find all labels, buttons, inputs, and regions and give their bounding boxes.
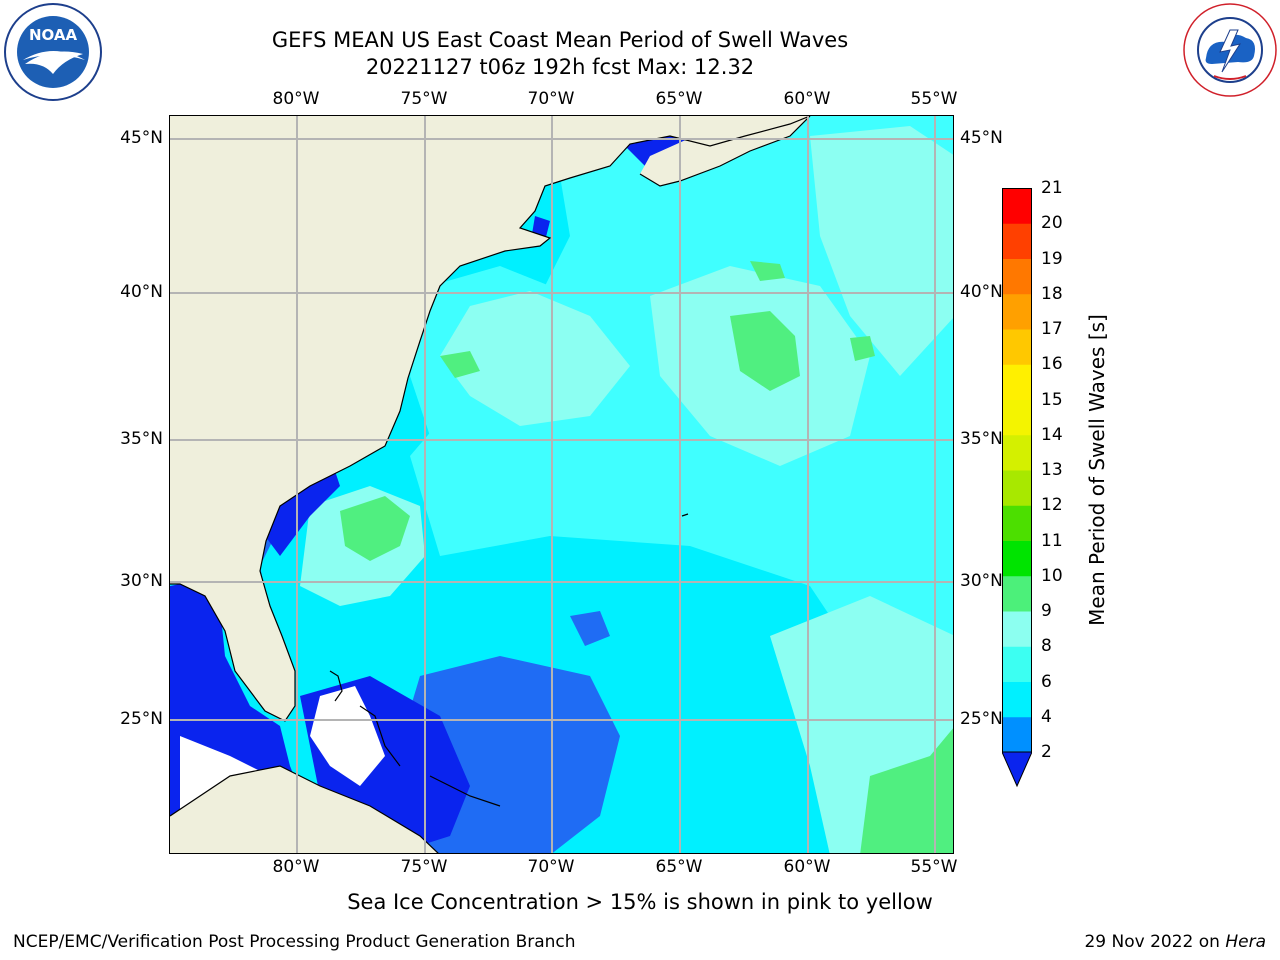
colorbar-segment-3 — [1002, 611, 1032, 647]
coastline-cuba — [170, 765, 439, 853]
colorbar-underflow — [1002, 751, 1032, 788]
lon-label-bottom-65w: 65°W — [655, 857, 703, 877]
colorbar-tick-label: 9 — [1041, 601, 1052, 621]
colorbar-tick-label: 17 — [1041, 319, 1063, 339]
colorbar-segment-6 — [1002, 505, 1032, 541]
lat-label-right-25n: 25°N — [960, 709, 1003, 729]
footer-machine: Hera — [1225, 932, 1266, 952]
footer-producer: NCEP/EMC/Verification Post Processing Pr… — [13, 932, 576, 952]
lat-label-right-35n: 35°N — [960, 429, 1003, 449]
coastline-bahamas-2 — [359, 705, 401, 767]
colorbar-tick-label: 4 — [1041, 706, 1052, 727]
colorbar-outline — [1002, 188, 1032, 753]
lat-label-left-45n: 45°N — [120, 128, 163, 148]
colorbar-segment-2 — [1002, 646, 1032, 682]
land-nova-scotia — [640, 116, 810, 186]
swell-zone-green-1 — [730, 311, 800, 391]
swell-zone-green-4 — [750, 261, 785, 281]
colorbar-tick-label: 6 — [1041, 671, 1052, 692]
masked-area-bahamas — [310, 686, 385, 786]
coastline-bermuda — [681, 513, 689, 517]
swell-zone-green-se — [340, 496, 410, 561]
lon-label-bottom-75w: 75°W — [400, 857, 448, 877]
coastline-nova-scotia — [639, 116, 811, 187]
lat-label-left-25n: 25°N — [120, 709, 163, 729]
colorbar-tick-label: 14 — [1041, 424, 1063, 445]
colorbar-tick-label: 18 — [1041, 283, 1063, 304]
swell-zone-pale-cyan-1 — [440, 291, 630, 426]
colorbar-label: Mean Period of Swell Waves [s] — [1085, 314, 1109, 626]
colorbar-tick-label: 12 — [1041, 495, 1063, 516]
colorbar-segment-7 — [1002, 470, 1032, 506]
colorbar-segment-14 — [1002, 223, 1032, 259]
colorbar-tick-label: 21 — [1041, 178, 1063, 198]
lon-label-top-70w: 70°W — [527, 89, 575, 109]
nws-logo — [1183, 3, 1277, 97]
colorbar-segment-4 — [1002, 575, 1032, 612]
colorbar-tick-label: 8 — [1041, 636, 1052, 657]
colorbar-segment-1 — [1002, 681, 1032, 718]
swell-period-map — [170, 116, 953, 853]
land-north-america — [170, 116, 810, 721]
lon-label-bottom-55w: 55°W — [910, 857, 958, 877]
swell-zone-green-5 — [860, 728, 953, 853]
colorbar-segment-13 — [1002, 258, 1032, 295]
lat-label-left-35n: 35°N — [120, 429, 163, 449]
colorbar-tick-label: 19 — [1041, 248, 1063, 269]
colorbar-tick-label: 10 — [1041, 565, 1063, 586]
footer-date-text: 29 Nov 2022 on — [1084, 932, 1226, 952]
swell-zone-pale-cyan-3 — [810, 126, 953, 376]
colorbar-tick-label: 13 — [1041, 460, 1063, 480]
lat-label-right-30n: 30°N — [960, 571, 1003, 591]
lon-label-bottom-80w: 80°W — [272, 857, 320, 877]
colorbar-tick-label: 2 — [1041, 742, 1052, 762]
swell-zone-mid-blue-2 — [570, 611, 610, 646]
colorbar-segment-12 — [1002, 293, 1032, 330]
lat-label-right-40n: 40°N — [960, 282, 1003, 302]
lon-label-top-65w: 65°W — [655, 89, 703, 109]
coastline-bahamas-1 — [329, 670, 343, 702]
colorbar-segment-11 — [1002, 329, 1032, 365]
colorbar — [1002, 188, 1032, 788]
lon-label-bottom-70w: 70°W — [527, 857, 575, 877]
colorbar-segment-9 — [1002, 399, 1032, 436]
sea-ice-note: Sea Ice Concentration > 15% is shown in … — [347, 890, 933, 914]
graticule — [170, 116, 953, 853]
swell-zone-green-2 — [850, 336, 875, 361]
colorbar-segment-5 — [1002, 540, 1032, 577]
colorbar-segment-15 — [1002, 188, 1032, 224]
noaa-logo: NOAA — [4, 3, 102, 101]
colorbar-segment-0 — [1002, 716, 1032, 753]
chart-title-line1: GEFS MEAN US East Coast Mean Period of S… — [271, 28, 849, 52]
coastline-bahamas-3 — [429, 775, 501, 807]
colorbar-tick-label: 11 — [1041, 530, 1063, 551]
lat-label-left-30n: 30°N — [120, 571, 163, 591]
lat-label-left-40n: 40°N — [120, 282, 163, 302]
land-cuba-shadow — [220, 806, 280, 836]
colorbar-segment-10 — [1002, 364, 1032, 400]
chart-title-line2: 20221127 t06z 192h fcst Max: 12.32 — [365, 55, 755, 79]
lon-label-top-80w: 80°W — [272, 89, 320, 109]
lon-label-top-55w: 55°W — [910, 89, 958, 109]
colorbar-tick-label: 15 — [1041, 389, 1063, 410]
lon-label-bottom-60w: 60°W — [783, 857, 831, 877]
footer-date: 29 Nov 2022 on Hera — [1084, 932, 1266, 952]
colorbar-tick-label: 16 — [1041, 354, 1063, 375]
colorbar-segment-8 — [1002, 434, 1032, 471]
map-panel — [169, 115, 954, 854]
colorbar-tick-label: 20 — [1041, 213, 1063, 234]
swell-zone-green-3 — [440, 351, 480, 378]
lon-label-top-75w: 75°W — [400, 89, 448, 109]
lon-label-top-60w: 60°W — [783, 89, 831, 109]
noaa-logo-text: NOAA — [29, 26, 78, 44]
lat-label-right-45n: 45°N — [960, 128, 1003, 148]
